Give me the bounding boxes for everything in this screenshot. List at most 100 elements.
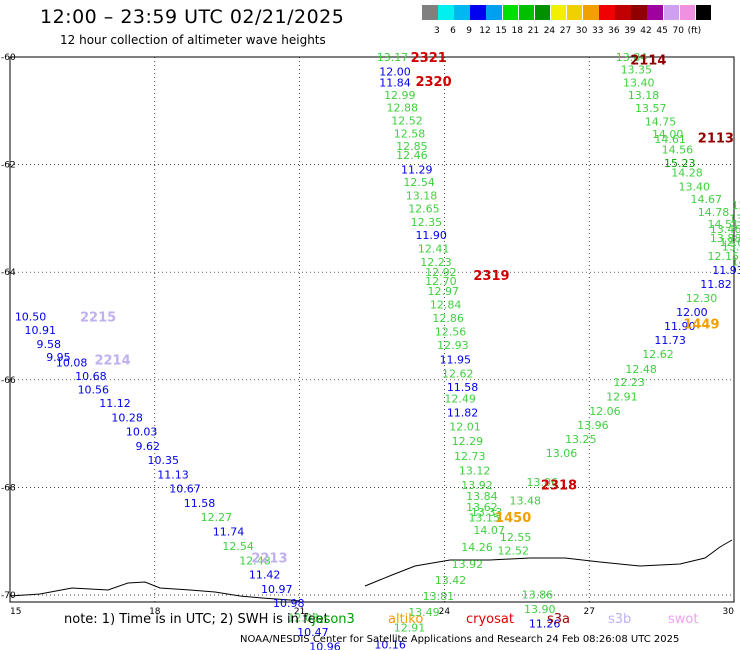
wave-height-value: 13.81 [423, 590, 455, 603]
wave-height-value: 11.12 [99, 397, 131, 410]
wave-height-value: 11.82 [700, 278, 732, 291]
wave-height-value: 9.58 [37, 338, 62, 351]
x-tick-label: 15 [10, 607, 21, 617]
wave-height-value: 12.65 [408, 203, 440, 216]
altimeter-map: 15 18 21 24 27 30-60-62-64-66-68-70 10.5010.9… [0, 0, 740, 650]
wave-height-value: 13.92 [452, 558, 484, 571]
wave-height-value: 12.99 [384, 89, 416, 102]
wave-height-value: 9.62 [135, 440, 160, 453]
wave-height-value: 10.28 [111, 411, 143, 424]
wave-height-value: 13.48 [510, 494, 542, 507]
wave-height-value: 13.40 [623, 76, 655, 89]
wave-height-value: 10.08 [56, 357, 88, 370]
wave-height-value: 10.56 [78, 383, 110, 396]
wave-height-value: 10.91 [24, 324, 56, 337]
wave-height-value: 14.26 [461, 541, 493, 554]
wave-height-value: 12.52 [391, 114, 423, 127]
wave-height-value: 13.12 [459, 465, 491, 478]
wave-height-value: 13.57 [635, 102, 667, 115]
mission-legend-altiko: altiko [388, 612, 423, 627]
y-tick-label: -60 [1, 53, 16, 63]
wave-height-value: 12.56 [435, 325, 467, 338]
wave-height-value: 10.97 [261, 583, 293, 596]
wave-height-value: 10.67 [169, 482, 201, 495]
wave-height-value: 10.50 [15, 310, 47, 323]
x-tick-label: 27 [583, 607, 594, 617]
wave-height-value: 10.03 [126, 425, 158, 438]
x-tick-label: 30 [723, 607, 735, 617]
wave-height-value: 12.88 [386, 102, 418, 115]
wave-height-value: 12.62 [642, 348, 674, 361]
wave-height-value: 11.82 [447, 407, 479, 420]
wave-height-value: 13.42 [435, 574, 467, 587]
wave-height-value: 13.25 [565, 433, 597, 446]
wave-height-value: 12.86 [432, 312, 464, 325]
wave-height-value: 12.48 [625, 363, 657, 376]
wave-height-value: 12.91 [606, 390, 638, 403]
pass-number-label: 1449 [683, 317, 719, 332]
pass-number-label: 2113 [698, 132, 734, 147]
wave-height-value: 12.54 [403, 176, 435, 189]
wave-height-value: 10.35 [148, 454, 180, 467]
mission-legend-swot: swot [668, 612, 698, 627]
wave-height-value: 12.84 [430, 298, 462, 311]
wave-height-value: 12.97 [428, 285, 460, 298]
wave-height-value: 11.42 [249, 569, 280, 582]
wave-height-value: 13.86 [522, 588, 554, 601]
pass-number-label: 2320 [415, 75, 451, 90]
wave-height-value: 11.84 [379, 76, 411, 89]
wave-height-value: 12.62 [442, 367, 474, 380]
wave-height-value: 12.41 [418, 243, 450, 256]
wave-height-value: 11.74 [213, 526, 245, 539]
x-tick-label: 24 [439, 607, 451, 617]
wave-height-value: 12.73 [454, 450, 486, 463]
pass-number-label: 2214 [94, 353, 130, 368]
credit-line: NOAA/NESDIS Center for Satellite Applica… [240, 634, 679, 645]
wave-height-value: 12.46 [396, 149, 428, 162]
wave-height-value: 12.49 [444, 393, 476, 406]
wave-height-value: 13.17 [377, 51, 409, 64]
wave-height-value: 12.01 [449, 421, 481, 434]
wave-height-value: 11.95 [440, 353, 472, 366]
wave-height-value: 11.58 [184, 497, 216, 510]
wave-height-value: 12.54 [222, 540, 254, 553]
wave-height-value: 14.67 [691, 193, 723, 206]
wave-height-value: 13.18 [628, 89, 660, 102]
wave-height-value: 11.90 [415, 229, 447, 242]
y-tick-label: -62 [1, 161, 16, 171]
map-frame [10, 57, 734, 602]
wave-height-value: 12.87 [732, 199, 740, 212]
lat-lon-grid [10, 57, 734, 602]
wave-height-value: 13.18 [406, 189, 438, 202]
y-tick-label: -70 [1, 591, 16, 601]
wave-height-value: 14.75 [645, 116, 677, 129]
y-tick-label: -64 [1, 268, 16, 278]
footnote: note: 1) Time is in UTC; 2) SWH is in fe… [64, 612, 329, 627]
wave-height-value: 10.98 [273, 597, 305, 610]
pass-number-label: 2213 [251, 551, 287, 566]
wave-height-value: 13.50 [722, 240, 740, 253]
wave-height-value: 14.56 [662, 144, 694, 157]
wave-height-value: 14.28 [671, 167, 703, 180]
wave-height-value: 12.58 [394, 127, 426, 140]
coastline [10, 582, 300, 601]
axis-tick-labels: 15 18 21 24 27 30-60-62-64-66-68-70 [1, 53, 734, 617]
mission-legend-jason3: jason3 [312, 612, 355, 627]
mission-legend-s3b: s3b [608, 612, 631, 627]
wave-height-value: 12.35 [411, 216, 443, 229]
wave-height-value: 12.27 [201, 511, 233, 524]
wave-height-value: 13.14 [729, 212, 740, 225]
pass-number-label: 2215 [80, 310, 116, 325]
y-tick-label: -66 [1, 376, 16, 386]
pass-number-label: 2318 [541, 479, 577, 494]
wave-height-value: 12.55 [500, 531, 532, 544]
wave-height-value: 12.30 [686, 292, 718, 305]
wave-height-value: 12.06 [589, 405, 621, 418]
pass-number-label: 1450 [495, 511, 531, 526]
coastline-east [365, 540, 732, 586]
wave-height-value: 13.06 [546, 447, 578, 460]
wave-height-value: 12.52 [497, 544, 529, 557]
wave-height-value: 11.29 [401, 163, 433, 176]
mission-legend-cryosat: cryosat [466, 612, 514, 627]
wave-height-value: 13.96 [577, 419, 609, 432]
